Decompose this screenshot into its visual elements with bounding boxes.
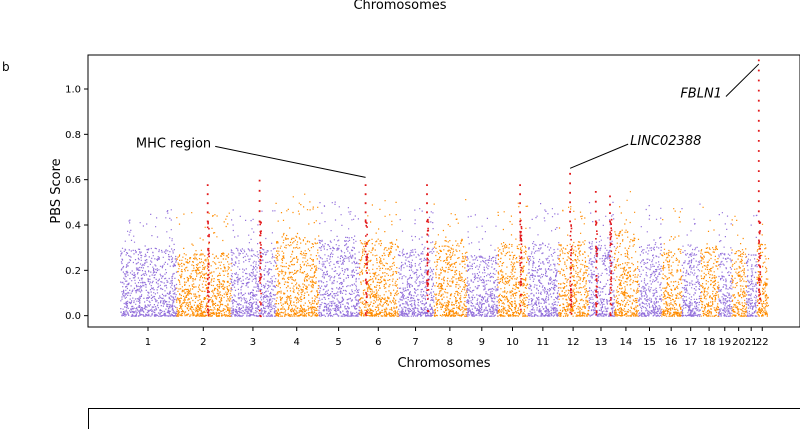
chrom-10-points [497,202,529,317]
x-tick-label-chr10: 10 [506,337,519,348]
chrom-17-points [681,203,702,317]
chrom-13-points [588,201,615,317]
chrom-6-points [359,200,399,317]
annotation-leader-line [569,143,629,169]
plot-frame [87,54,800,328]
y-axis-label: PBS Score [49,158,64,223]
chrom-5-points [318,201,361,317]
highlighted-locus-chr7-3 [426,184,430,313]
y-tick-label: 0.8 [65,130,81,141]
chrom-18-points [700,206,720,317]
annotation-label-1: LINC02388 [630,134,701,149]
y-tick-label: 0.6 [65,175,81,186]
annotation-leader-line [215,145,366,178]
x-tick-label-chr9: 9 [479,337,485,348]
x-tick-label-chr14: 14 [620,337,633,348]
x-tick-label-chr16: 16 [665,337,678,348]
points-purple-chromosomes [120,201,758,317]
x-tick-label-chr13: 13 [595,337,608,348]
x-tick-label-chr5: 5 [335,337,341,348]
annotation-label-0: MHC region [136,136,211,151]
chrom-12-points [558,206,590,317]
annotation-leader-line [725,63,760,97]
chrom-1-points [120,209,178,317]
points-highlighted-loci [206,59,762,318]
x-tick-label-chr22: 22 [756,337,769,348]
chrom-2-points [176,212,232,317]
y-tick-label: 1.0 [65,85,81,96]
highlighted-locus-chr3-1 [258,179,262,318]
x-tick-label-chr7: 7 [412,337,418,348]
highlighted-locus-chr6-2 [364,184,368,317]
chrom-21-points [745,214,758,317]
x-tick-label-chr18: 18 [703,337,716,348]
top-panel-xlabel: Chromosomes [353,0,447,13]
x-tick-label-chr1: 1 [145,337,151,348]
x-tick-label-chr21: 21 [745,337,758,348]
points-orange-chromosomes [176,191,770,317]
chrom-22-points [756,223,770,317]
x-tick-label-chr20: 20 [732,337,745,348]
x-tick-label-chr2: 2 [200,337,206,348]
chrom-16-points [661,208,683,317]
chrom-4-points [275,193,320,317]
y-tick-label: 0.4 [65,221,81,232]
x-tick-label-chr4: 4 [294,337,300,348]
panel-label: b [2,60,10,74]
x-tick-label-chr11: 11 [536,337,549,348]
chrom-19-points [718,212,733,317]
highlighted-locus-chr12-5 [569,172,573,315]
chrom-20-points [731,215,748,317]
annotation-label-2: FBLN1 [680,87,722,102]
highlighted-locus-chr13-7 [609,195,613,317]
x-tick-label-chr19: 19 [718,337,731,348]
x-tick-label-chr3: 3 [250,337,256,348]
x-tick-label-chr17: 17 [684,337,697,348]
chrom-7-points [397,208,435,317]
chrom-15-points [638,205,663,317]
x-axis-label: Chromosomes [397,356,490,371]
highlighted-locus-chr13-6 [594,191,599,316]
x-tick-label-chr8: 8 [447,337,453,348]
manhattan-plot: 0.00.20.40.60.81.0 1 2 3 4 5 6 7 8 9 10 11 12 13 14 15… [49,54,800,371]
x-tick-label-chr15: 15 [643,337,656,348]
y-tick-label: 0.0 [65,311,81,322]
chrom-14-points [613,191,640,317]
chrom-11-points [527,203,560,317]
x-tick-label-chr6: 6 [375,337,381,348]
x-tick-label-chr12: 12 [567,337,580,348]
highlighted-locus-chr2-0 [206,184,210,316]
chrom-8-points [433,199,468,317]
highlighted-locus-chr10-4 [519,184,523,311]
y-axis: 0.0 0.2 0.4 0.6 0.8 1.0 [65,85,88,322]
chrom-9-points [466,214,499,317]
chrom-3-points [230,209,277,317]
annotations: MHC region LINC02388 FBLN1 [136,63,760,178]
y-tick-label: 0.2 [65,266,81,277]
highlighted-locus-chr22-8 [757,59,762,304]
